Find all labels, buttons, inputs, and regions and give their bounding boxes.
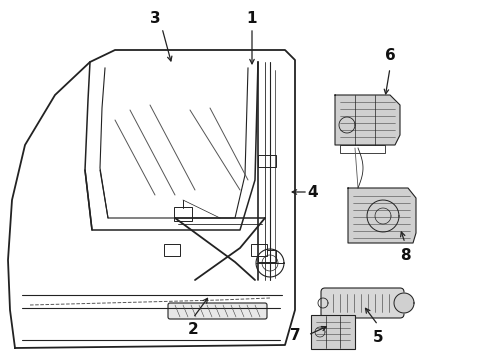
Text: 3: 3: [149, 10, 160, 26]
Text: 1: 1: [247, 10, 257, 26]
FancyBboxPatch shape: [174, 207, 192, 221]
Text: 5: 5: [373, 330, 383, 346]
Text: 8: 8: [400, 248, 410, 262]
FancyBboxPatch shape: [321, 288, 404, 318]
Text: 7: 7: [290, 328, 300, 342]
Text: 2: 2: [188, 323, 198, 338]
FancyBboxPatch shape: [251, 244, 267, 256]
FancyBboxPatch shape: [311, 315, 355, 349]
Polygon shape: [394, 293, 414, 313]
Polygon shape: [348, 188, 416, 243]
Text: 4: 4: [308, 185, 319, 199]
Bar: [258, 250, 276, 262]
Text: 6: 6: [385, 48, 395, 63]
Bar: [258, 155, 276, 167]
Polygon shape: [335, 95, 400, 145]
FancyBboxPatch shape: [164, 244, 180, 256]
Bar: [340, 145, 385, 153]
FancyBboxPatch shape: [168, 303, 267, 319]
